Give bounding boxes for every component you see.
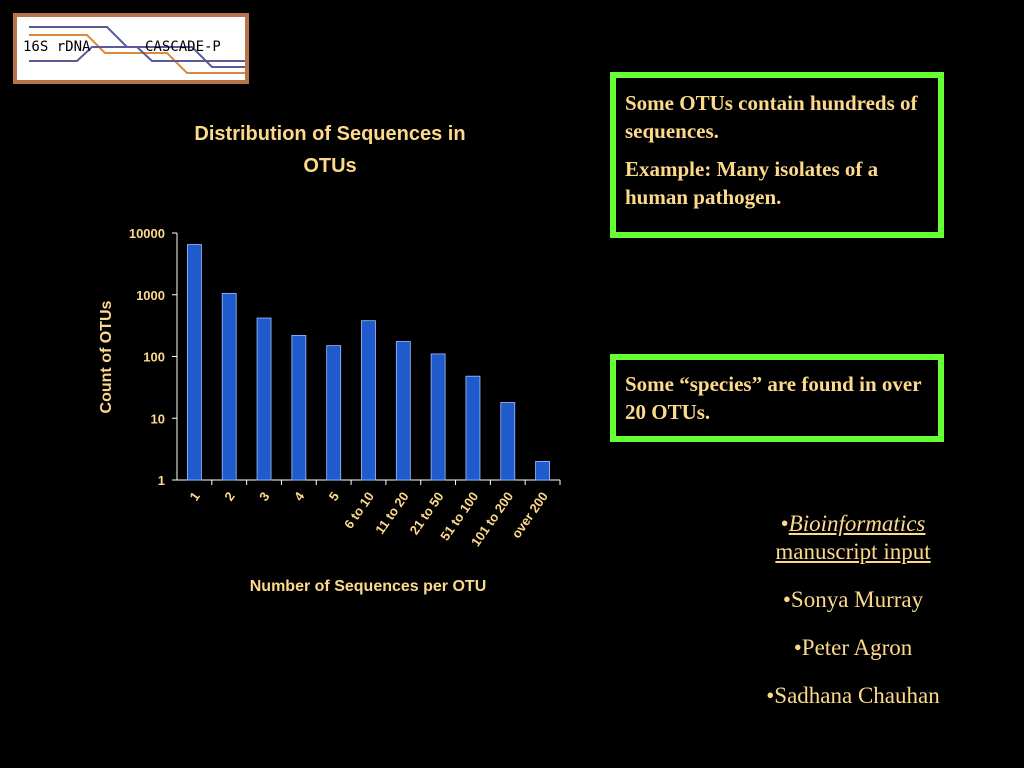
- bar: [395, 341, 411, 481]
- y-tick-label: 10: [151, 411, 165, 426]
- cascade-logo: 16S rDNA CASCADE-P: [13, 13, 249, 84]
- callout-text-hundreds: Some OTUs contain hundreds of sequences.: [625, 91, 918, 143]
- credit-sadhana-chauhan: •Sadhana Chauhan: [766, 683, 940, 708]
- x-tick-label: 3: [256, 489, 272, 504]
- otu-distribution-chart: Distribution of Sequences in OTUs Count …: [98, 123, 561, 595]
- bar: [430, 353, 446, 481]
- y-tick-label: 1000: [136, 288, 165, 303]
- callout-text-example: Example: Many isolates of a human pathog…: [625, 157, 879, 209]
- x-tick-label: 6 to 10: [341, 489, 377, 531]
- logo-text-cascade: CASCADE-P: [145, 39, 221, 55]
- bar: [291, 334, 307, 481]
- x-axis-label: Number of Sequences per OTU: [250, 578, 487, 595]
- bullet: •: [780, 511, 789, 536]
- credits-list: •Bioinformatics manuscript input •Sonya M…: [725, 510, 981, 730]
- callout-box-species: Some “species” are found in over 20 OTUs…: [610, 354, 944, 442]
- bar: [256, 317, 272, 481]
- bar: [187, 244, 202, 481]
- y-tick-label: 100: [143, 350, 165, 365]
- chart-title-line-2: OTUs: [303, 155, 356, 177]
- link-italic-text: Bioinformatics: [788, 511, 926, 536]
- x-tick-label: 2: [221, 489, 237, 504]
- bar: [326, 345, 342, 481]
- bar: [221, 293, 237, 481]
- credit-bioinformatics: •Bioinformatics manuscript input: [725, 510, 981, 566]
- credit-peter-agron: •Peter Agron: [793, 635, 913, 660]
- x-tick-label: 5: [326, 489, 342, 504]
- bar: [361, 320, 376, 481]
- bar: [465, 375, 481, 481]
- bar: [500, 402, 516, 481]
- x-tick-label: 11 to 20: [372, 489, 412, 537]
- logo-lines-graphic: [29, 26, 245, 74]
- credit-sonya-murray: •Sonya Murray: [782, 587, 924, 612]
- chart-title-line-1: Distribution of Sequences in: [194, 123, 465, 145]
- callout-box-otus: Some OTUs contain hundreds of sequences.…: [610, 72, 944, 238]
- y-tick-label: 10000: [129, 226, 165, 241]
- bar: [535, 461, 550, 481]
- logo-text-16s: 16S rDNA: [23, 39, 91, 55]
- y-axis-label: Count of OTUs: [98, 300, 115, 413]
- link-rest-text: manuscript input: [775, 539, 931, 564]
- x-tick-label: 1: [186, 489, 202, 504]
- bioinformatics-link[interactable]: Bioinformatics manuscript input: [775, 511, 930, 564]
- y-tick-label: 1: [158, 473, 165, 488]
- x-tick-label: 4: [291, 488, 308, 503]
- callout-text-species: Some “species” are found in over 20 OTUs…: [625, 372, 922, 424]
